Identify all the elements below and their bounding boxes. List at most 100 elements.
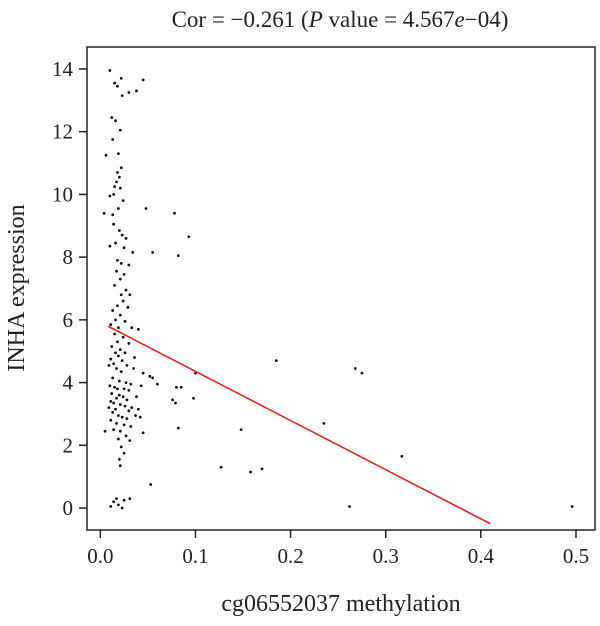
data-point: [110, 345, 114, 348]
data-point: [116, 152, 120, 156]
data-point: [115, 269, 118, 273]
title-mid: value = 4.567: [323, 7, 455, 32]
data-point: [132, 367, 136, 370]
data-point: [117, 175, 121, 179]
data-point: [117, 393, 121, 397]
data-point: [111, 309, 115, 312]
data-point: [111, 213, 115, 217]
data-point: [126, 305, 130, 309]
y-tick-label: 2: [63, 433, 74, 457]
data-point: [109, 400, 113, 403]
data-point: [109, 505, 113, 508]
data-point: [118, 348, 122, 352]
x-tick-label: 0.0: [87, 544, 113, 568]
data-point: [249, 470, 253, 474]
data-point: [111, 410, 115, 414]
data-point: [173, 211, 176, 215]
data-point: [114, 241, 117, 245]
data-point: [114, 351, 117, 355]
data-point: [118, 128, 122, 132]
y-tick-label: 14: [52, 57, 74, 81]
data-point: [129, 425, 133, 428]
data-point: [115, 396, 118, 400]
data-point: [141, 371, 145, 375]
data-point: [109, 418, 113, 422]
title-prefix: Cor = −0.261 (: [172, 7, 309, 32]
data-point: [116, 207, 120, 210]
data-point: [118, 186, 122, 190]
data-point: [118, 429, 122, 433]
data-point: [570, 505, 574, 508]
data-point: [108, 384, 112, 388]
data-point: [102, 211, 106, 215]
data-point: [113, 283, 116, 287]
x-tick-label: 0.1: [182, 544, 208, 568]
data-point: [113, 81, 116, 85]
data-point: [135, 89, 138, 93]
data-point: [127, 91, 131, 94]
data-point: [127, 263, 131, 267]
plot-frame: [86, 46, 596, 531]
data-point: [125, 398, 129, 402]
data-point: [128, 293, 132, 297]
y-tick-label: 8: [63, 245, 74, 269]
data-point: [116, 414, 120, 417]
data-point: [113, 332, 116, 336]
data-point: [113, 385, 116, 389]
data-point: [176, 426, 180, 430]
regression-line-layer: [107, 325, 491, 525]
data-point: [119, 370, 123, 374]
data-point: [112, 500, 116, 504]
x-tick-label: 0.2: [277, 544, 303, 568]
data-point: [116, 84, 119, 88]
data-point: [122, 387, 126, 391]
data-point: [120, 94, 124, 98]
data-point: [119, 293, 123, 297]
title-e: e: [455, 7, 465, 32]
y-tick-label: 6: [63, 308, 74, 332]
data-point: [123, 320, 127, 323]
data-point: [179, 385, 183, 389]
data-point: [124, 434, 128, 438]
title-p: P: [308, 7, 323, 32]
data-point: [141, 431, 145, 435]
data-point: [129, 382, 133, 386]
data-point: [322, 421, 326, 425]
data-point: [120, 415, 124, 419]
data-point: [116, 437, 120, 441]
data-point: [130, 326, 134, 330]
data-point: [353, 367, 357, 370]
data-point: [118, 277, 122, 281]
data-point: [360, 371, 364, 375]
data-point: [219, 465, 223, 469]
data-point: [123, 351, 127, 355]
data-point: [151, 376, 155, 380]
data-point: [176, 254, 180, 257]
data-point: [112, 222, 116, 226]
data-point: [121, 199, 125, 203]
data-point: [119, 166, 123, 170]
data-point: [119, 262, 123, 265]
data-point: [128, 497, 132, 501]
title-suffix: −04): [465, 7, 509, 32]
data-points: [102, 69, 574, 510]
data-point: [118, 313, 122, 317]
data-point: [120, 359, 124, 363]
data-point: [113, 185, 116, 188]
data-point: [112, 362, 116, 366]
data-point: [175, 385, 178, 389]
data-point: [104, 153, 108, 157]
regression-line: [107, 325, 491, 525]
data-point: [111, 376, 115, 380]
x-tick-label: 0.4: [468, 544, 495, 568]
data-point: [115, 497, 118, 501]
data-point: [110, 116, 114, 119]
data-point: [124, 288, 128, 292]
data-point: [127, 341, 131, 345]
data-point: [400, 454, 404, 458]
data-point: [122, 423, 126, 427]
data-point: [115, 367, 118, 370]
data-point: [187, 235, 191, 239]
data-point: [117, 458, 121, 461]
data-point: [136, 327, 140, 331]
